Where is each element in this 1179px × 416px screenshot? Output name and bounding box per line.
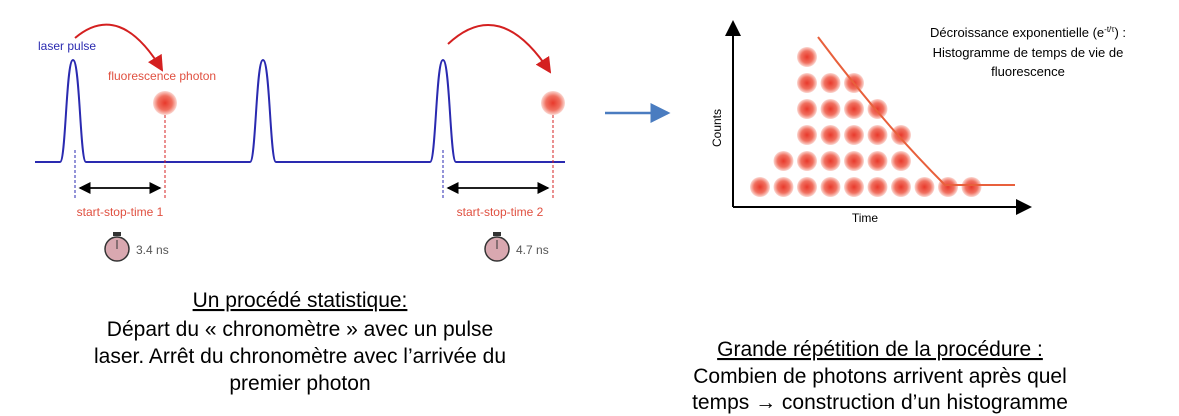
stopwatch (484, 232, 510, 262)
photon (541, 91, 565, 115)
histogram-dot (867, 177, 888, 197)
histogram-dot (820, 73, 841, 93)
histogram-dot (867, 151, 888, 171)
histogram-dot (867, 99, 888, 119)
histogram-dot (844, 177, 864, 197)
y-axis-label: Counts (710, 109, 724, 147)
annotation-line: Histogramme de temps de vie de (933, 45, 1124, 60)
annotation-suffix: ) : (1114, 25, 1126, 40)
x-axis-label: Time (852, 211, 879, 225)
laser-label: laser pulse (38, 39, 96, 53)
histogram-dot (797, 125, 817, 145)
histogram-dot (820, 99, 841, 119)
caption-title: Un procédé statistique: (193, 289, 408, 312)
annotation-text: Décroissance exponentielle (e (930, 25, 1104, 40)
caption-line: premier photon (229, 372, 370, 395)
caption-line: laser. Arrêt du chronomètre avec l’arriv… (94, 345, 506, 368)
histogram-dot (797, 151, 817, 171)
histogram-dot (891, 151, 911, 171)
stopwatch (104, 232, 130, 262)
photon (153, 91, 177, 115)
histogram-dot (773, 151, 794, 171)
annotation-title: Décroissance exponentielle (e-t/τ) : (930, 25, 1126, 40)
histogram-dot (797, 47, 817, 67)
duration: 4.7 ns (516, 243, 549, 257)
histogram-dot (797, 99, 817, 119)
histogram-dot (820, 177, 841, 197)
histogram-dot (844, 125, 864, 145)
curved-arrow (74, 23, 164, 72)
histogram-dot (891, 125, 911, 145)
histogram-dot (867, 125, 888, 145)
histogram-dot (844, 99, 864, 119)
histogram-dot (797, 73, 817, 93)
caption-line: Combien de photons arrivent après quel (693, 365, 1067, 388)
histogram-dot (820, 125, 841, 145)
time-label: start-stop-time 2 (457, 205, 544, 219)
duration: 3.4 ns (136, 243, 169, 257)
caption-line: Départ du « chronomètre » avec un pulse (107, 318, 493, 341)
time-label: start-stop-time 1 (77, 205, 164, 219)
caption-line: temps → construction d’un histogramme (692, 391, 1068, 414)
annotation-superscript: -t/τ (1104, 25, 1115, 34)
histogram-dot (797, 177, 817, 197)
annotation-line: fluorescence (991, 64, 1065, 79)
histogram-dot (773, 177, 794, 197)
photon-label: fluorescence photon (108, 69, 216, 83)
curved-arrow (447, 23, 552, 74)
histogram-dot (961, 177, 982, 197)
histogram-dot (914, 177, 935, 197)
pulse-signal (35, 58, 565, 163)
caption-title: Grande répétition de la procédure : (717, 338, 1043, 361)
histogram-dot (844, 151, 864, 171)
histogram-dot (820, 151, 841, 171)
histogram-dot (891, 177, 911, 197)
histogram-dot (750, 177, 770, 197)
decay-curve (817, 36, 1015, 186)
